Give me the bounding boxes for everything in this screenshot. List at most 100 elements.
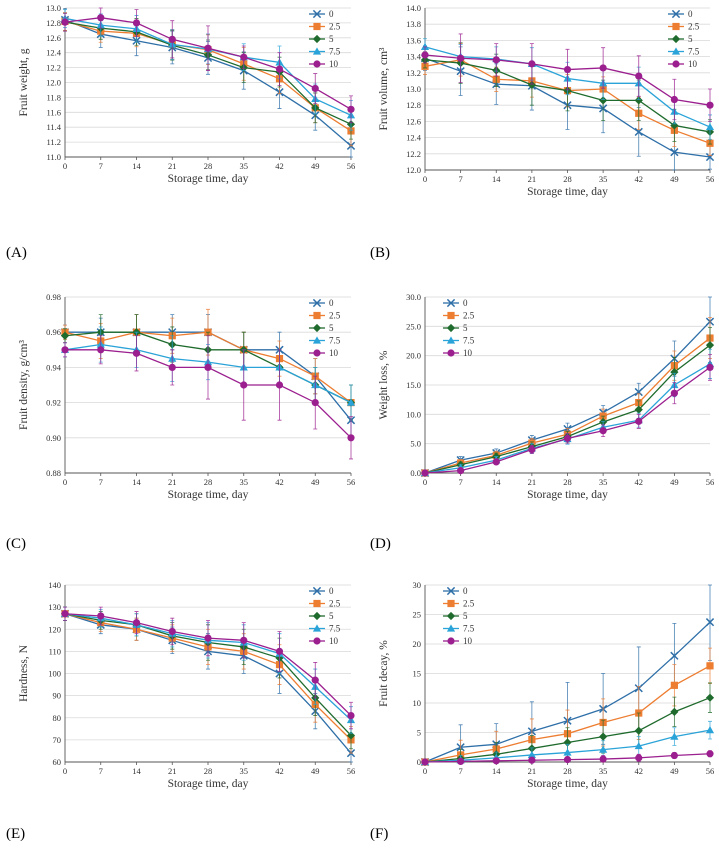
y-tick-label: 90 [53, 691, 62, 701]
legend-label: 7.5 [329, 336, 341, 346]
x-axis-label: Storage time, day [168, 778, 249, 790]
y-tick-label: 0.96 [46, 327, 61, 337]
data-point [347, 711, 355, 720]
data-point [634, 127, 643, 137]
data-point [168, 35, 176, 43]
data-point [421, 469, 429, 477]
data-point [563, 65, 572, 74]
y-tick-label: 15.0 [406, 380, 421, 390]
x-axis-label: Storage time, day [527, 186, 608, 198]
legend-label: 10 [329, 636, 339, 646]
data-point [634, 405, 643, 414]
x-tick-label: 21 [168, 766, 177, 776]
y-axis-label: Hardness, N [18, 644, 30, 702]
data-point [670, 121, 679, 130]
legend-marker [313, 22, 321, 31]
data-point [311, 84, 319, 93]
x-tick-label: 14 [132, 766, 141, 776]
x-axis-label: Storage time, day [168, 489, 249, 501]
legend-label: 0 [329, 586, 334, 596]
series-line [424, 344, 711, 474]
x-tick-label: 35 [599, 174, 608, 184]
data-point [563, 434, 572, 442]
legend-label: 5 [463, 323, 468, 333]
data-point [635, 754, 643, 762]
data-point [634, 387, 643, 397]
data-point [670, 367, 679, 377]
data-point [421, 51, 429, 59]
y-tick-label: 0.94 [46, 362, 62, 372]
legend-label: 2.5 [329, 599, 341, 609]
data-point [706, 750, 714, 758]
x-tick-label: 21 [528, 766, 537, 776]
x-tick-label: 7 [459, 174, 463, 184]
data-point [240, 636, 248, 644]
data-point [492, 458, 500, 466]
x-tick-label: 14 [132, 477, 141, 487]
data-point [599, 732, 608, 741]
data-point [457, 467, 465, 475]
legend-marker [446, 298, 456, 308]
data-point [634, 96, 643, 105]
data-point [635, 72, 643, 80]
data-point [346, 731, 356, 740]
data-point [421, 758, 429, 766]
series-10 [61, 335, 355, 460]
data-point [599, 755, 607, 763]
panel-label-e: (E) [6, 826, 26, 842]
legend-marker [313, 60, 321, 68]
x-tick-label: 14 [132, 161, 141, 171]
y-tick-label: 0.92 [46, 398, 61, 408]
x-tick-label: 0 [63, 161, 67, 171]
legend-marker [312, 336, 322, 344]
x-tick-label: 49 [311, 161, 320, 171]
y-tick-label: 12.4 [406, 133, 422, 143]
data-point [132, 349, 141, 357]
data-point [60, 331, 70, 340]
x-tick-label: 49 [311, 766, 320, 776]
x-tick-label: 35 [240, 161, 249, 171]
data-point [706, 363, 714, 371]
legend-label: 7.5 [329, 47, 341, 57]
x-tick-label: 35 [240, 477, 249, 487]
legend-label: 10 [688, 59, 698, 69]
legend-marker [447, 311, 455, 320]
legend-marker [671, 47, 681, 55]
legend-label: 5 [463, 611, 468, 621]
y-tick-label: 5.0 [410, 439, 421, 449]
data-point [670, 707, 679, 716]
data-point [457, 757, 465, 766]
data-point [670, 651, 679, 660]
y-tick-label: 0.88 [46, 468, 61, 478]
data-point [705, 693, 715, 702]
data-point [240, 381, 248, 389]
x-tick-label: 56 [347, 161, 356, 171]
legend-marker [446, 336, 456, 344]
x-tick-label: 28 [204, 161, 213, 171]
y-tick-label: 12.6 [406, 116, 421, 126]
data-point [670, 95, 678, 104]
y-tick-label: 100 [48, 669, 61, 679]
series-10 [61, 7, 355, 124]
legend-marker [312, 611, 322, 621]
y-tick-label: 130 [48, 602, 61, 612]
data-point [168, 627, 176, 636]
y-tick-label: 0.0 [410, 468, 421, 478]
x-tick-label: 35 [599, 477, 608, 487]
data-point [346, 398, 356, 406]
x-axis-label: Storage time, day [168, 173, 249, 185]
y-tick-label: 13.0 [46, 3, 61, 13]
panel-label-c: (C) [6, 536, 26, 552]
panel-label-f: (F) [370, 826, 389, 842]
data-point [670, 732, 679, 740]
y-tick-label: 13.2 [406, 68, 421, 78]
data-point [457, 54, 465, 62]
data-point [347, 105, 355, 113]
y-tick-label: 12.0 [46, 78, 61, 88]
legend-marker [672, 22, 680, 31]
data-point [670, 148, 679, 157]
data-point [347, 434, 355, 442]
legend-marker [313, 349, 321, 357]
y-tick-label: 5 [417, 728, 421, 738]
